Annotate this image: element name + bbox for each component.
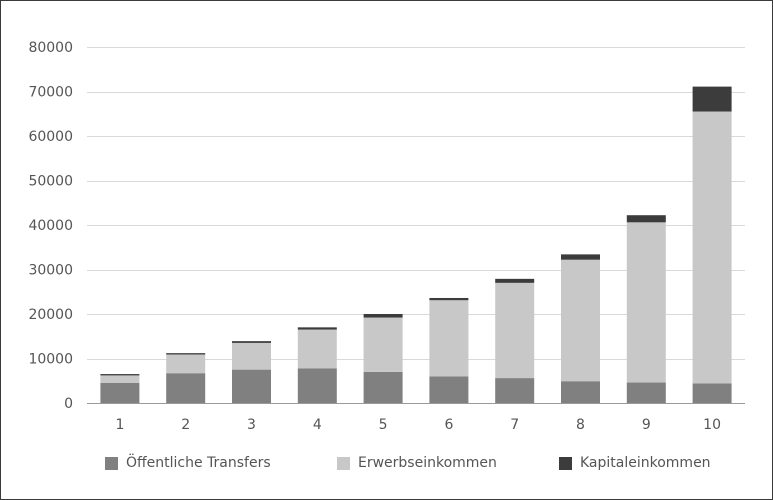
stacked-bar-chart: 0 10000 20000 30000 40000 50000 60000 70000 8000… (28, 40, 745, 433)
bar-segment-erwerbseinkommen (100, 375, 140, 383)
bar-segment-kapitaleinkommen (626, 215, 666, 223)
bar-segment-erwerbseinkommen (495, 282, 535, 379)
legend-swatch (559, 456, 572, 470)
y-tick-label: 20000 (28, 307, 73, 323)
x-tick-label: 5 (379, 417, 388, 433)
bar-segment-kapitaleinkommen (232, 341, 271, 343)
bar-segment-kapitaleinkommen (429, 297, 469, 301)
legend-label: Öffentliche Transfers (126, 455, 271, 471)
legend-swatch (337, 456, 350, 470)
bar-segment-erwerbseinkommen (363, 317, 403, 372)
bar-segment-kapitaleinkommen (166, 353, 206, 355)
x-tick-label: 2 (181, 417, 190, 433)
x-tick-label: 9 (642, 417, 651, 433)
bar-segment-oeffentliche-transfers (692, 383, 732, 403)
y-tick-label: 60000 (28, 129, 73, 145)
x-tick-label: 8 (576, 417, 585, 433)
y-tick-label: 70000 (28, 85, 73, 101)
y-tick-label: 0 (64, 396, 73, 412)
y-tick-label: 50000 (28, 174, 73, 190)
legend-item-kapitaleinkommen: Kapitaleinkommen (559, 451, 711, 475)
x-tick-label: 4 (313, 417, 322, 433)
bar-segment-oeffentliche-transfers (626, 382, 666, 403)
x-tick-label: 7 (510, 417, 519, 433)
x-axis-ticks: 1 2 3 4 5 6 7 8 9 10 (115, 417, 721, 433)
x-tick-label: 1 (115, 417, 124, 433)
bar-segment-erwerbseinkommen (166, 354, 206, 374)
bar-segment-erwerbseinkommen (561, 259, 600, 382)
bar-segment-kapitaleinkommen (297, 327, 337, 330)
bar-segment-kapitaleinkommen (363, 314, 403, 318)
x-tick-label: 6 (444, 417, 453, 433)
bar-segment-kapitaleinkommen (692, 86, 732, 112)
bar-segment-oeffentliche-transfers (166, 373, 206, 403)
bar-segment-oeffentliche-transfers (297, 368, 337, 403)
bar-segment-oeffentliche-transfers (363, 371, 403, 403)
bar-segment-kapitaleinkommen (561, 254, 600, 260)
bar-segment-oeffentliche-transfers (429, 376, 469, 403)
bar-segment-erwerbseinkommen (232, 342, 271, 370)
y-tick-label: 30000 (28, 263, 73, 279)
legend-label: Kapitaleinkommen (580, 455, 711, 471)
bar-segment-oeffentliche-transfers (495, 378, 535, 403)
bar-segment-kapitaleinkommen (100, 374, 140, 376)
x-tick-label: 10 (703, 417, 721, 433)
legend-label: Erwerbseinkommen (358, 455, 497, 471)
y-tick-label: 80000 (28, 40, 73, 56)
bar-segment-oeffentliche-transfers (561, 381, 600, 403)
y-axis-ticks: 0 10000 20000 30000 40000 50000 60000 70000 8000… (28, 40, 73, 412)
bar-segment-erwerbseinkommen (626, 222, 666, 383)
x-tick-label: 3 (247, 417, 256, 433)
legend-swatch (105, 456, 118, 470)
bar-segment-kapitaleinkommen (495, 278, 535, 283)
y-tick-label: 40000 (28, 218, 73, 234)
legend-item-erwerbseinkommen: Erwerbseinkommen (337, 451, 497, 475)
bar-segment-erwerbseinkommen (429, 300, 469, 377)
bar-segment-erwerbseinkommen (692, 111, 732, 384)
bar-segment-oeffentliche-transfers (232, 369, 271, 403)
y-tick-label: 10000 (28, 352, 73, 368)
bar-segment-oeffentliche-transfers (100, 382, 140, 403)
legend-item-oeffentliche-transfers: Öffentliche Transfers (105, 451, 271, 475)
legend: Öffentliche Transfers Erwerbseinkommen K… (1, 451, 772, 475)
bar-segment-erwerbseinkommen (297, 329, 337, 369)
bars (100, 86, 732, 403)
